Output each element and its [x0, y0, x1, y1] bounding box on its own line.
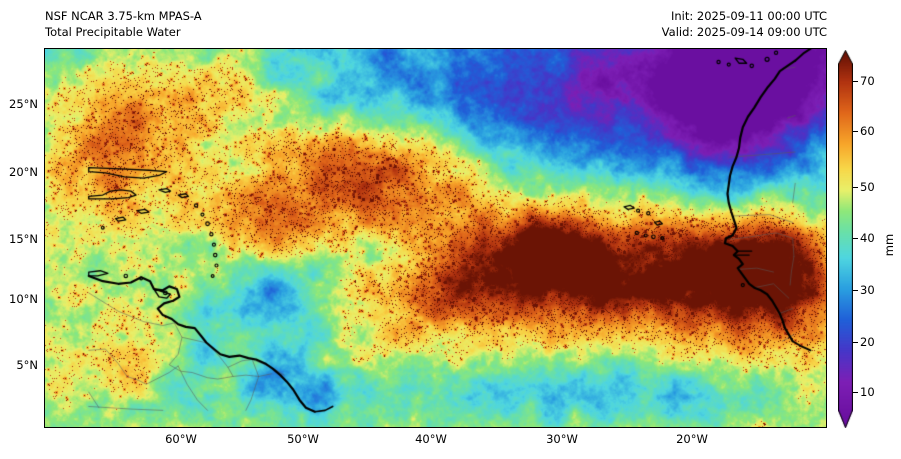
colorbar-tick-3: [853, 238, 858, 239]
colorbar: [838, 50, 853, 428]
map-plot-area: [44, 48, 827, 428]
colorbar-tick-0: [853, 81, 858, 82]
colorbar-tick-label-0: 70: [860, 74, 875, 88]
colorbar-tick-5: [853, 342, 858, 343]
colorbar-tick-label-5: 20: [860, 335, 875, 349]
precipitable-water-raster: [45, 49, 826, 427]
lat-tick-label-1: 20°N: [9, 165, 38, 179]
lat-tick-label-4: 5°N: [16, 358, 38, 372]
colorbar-tick-label-4: 30: [860, 283, 875, 297]
colorbar-unit-label: mm: [882, 233, 897, 257]
colorbar-tick-4: [853, 290, 858, 291]
colorbar-tick-1: [853, 131, 858, 132]
lon-tick-label-2: 40°W: [415, 432, 447, 446]
model-name: NSF NCAR 3.75-km MPAS-A: [45, 9, 202, 23]
colorbar-tick-label-6: 10: [860, 385, 875, 399]
colorbar-gradient: [838, 50, 853, 428]
lon-tick-label-0: 60°W: [165, 432, 197, 446]
colorbar-tick-label-1: 60: [860, 124, 875, 138]
colorbar-tick-label-2: 50: [860, 180, 875, 194]
colorbar-tick-6: [853, 392, 858, 393]
colorbar-tick-label-3: 40: [860, 231, 875, 245]
lat-tick-label-0: 25°N: [9, 97, 38, 111]
field-name: Total Precipitable Water: [45, 25, 181, 39]
lon-tick-label-3: 30°W: [546, 432, 578, 446]
valid-time: Valid: 2025-09-14 09:00 UTC: [661, 25, 827, 39]
lat-tick-label-2: 15°N: [9, 232, 38, 246]
forecast-time-block: Init: 2025-09-11 00:00 UTC Valid: 2025-09…: [662, 8, 827, 40]
lon-tick-label-1: 50°W: [287, 432, 319, 446]
init-time: Init: 2025-09-11 00:00 UTC: [671, 9, 827, 23]
lon-tick-label-4: 20°W: [676, 432, 708, 446]
colorbar-tick-2: [853, 187, 858, 188]
lat-tick-label-3: 10°N: [9, 292, 38, 306]
model-title: NSF NCAR 3.75-km MPAS-A Total Precipitabl…: [45, 8, 202, 40]
